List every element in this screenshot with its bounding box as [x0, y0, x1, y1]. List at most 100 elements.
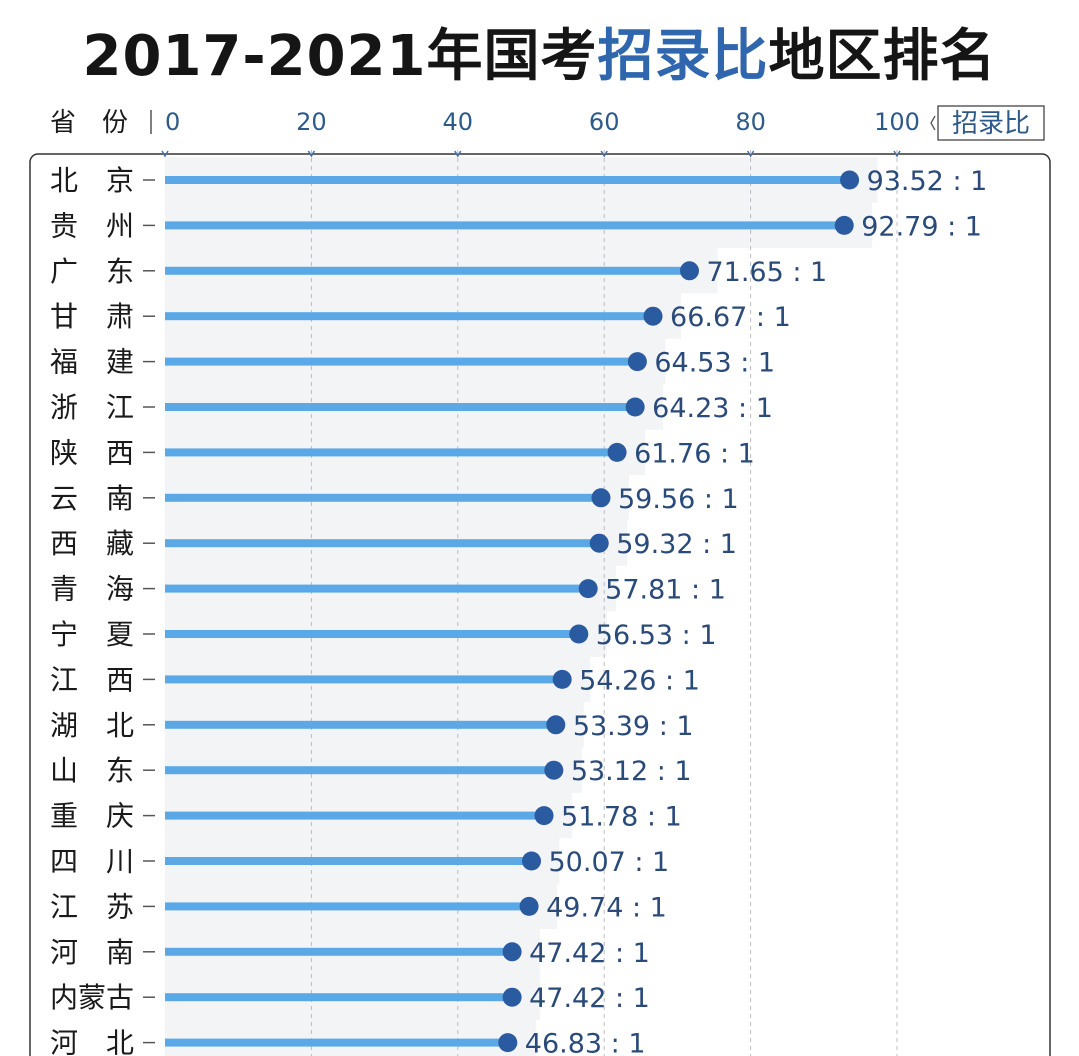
tick-mark: [893, 150, 901, 158]
chart-title: 2017-2021年国考招录比地区排名: [0, 12, 1079, 102]
bar: [165, 947, 513, 956]
title-part-2: 地区排名: [768, 24, 997, 89]
data-point: [627, 352, 647, 372]
axis-header-right: 招录比: [952, 109, 1030, 139]
data-point: [546, 715, 566, 735]
tick-mark: [600, 150, 608, 158]
bar: [165, 675, 563, 684]
data-point: [519, 896, 539, 916]
data-label: 54.26 : 1: [579, 665, 700, 696]
x-tick-label: 100: [874, 108, 920, 136]
data-point: [643, 306, 663, 326]
bar: [165, 221, 845, 230]
axis-header-right-box: [937, 105, 1045, 141]
data-point: [544, 760, 564, 780]
x-tick-label: 60: [589, 108, 620, 136]
data-point: [569, 624, 589, 644]
data-point: [834, 215, 854, 235]
data-label: 47.42 : 1: [529, 983, 650, 1014]
category-label: 广 东: [50, 255, 134, 288]
data-label: 50.07 : 1: [549, 847, 670, 878]
category-label: 四 川: [50, 845, 134, 878]
data-label: 64.23 : 1: [652, 393, 773, 424]
bar: [165, 584, 589, 593]
data-point: [552, 669, 572, 689]
tick-mark: [307, 150, 316, 158]
category-label: 河 北: [50, 1027, 134, 1056]
data-point: [502, 942, 522, 962]
data-label: 59.56 : 1: [618, 484, 739, 515]
category-label: 西 藏: [50, 527, 134, 560]
data-label: 59.32 : 1: [616, 529, 737, 560]
data-point: [679, 261, 699, 281]
category-label: 北 京: [50, 164, 134, 197]
category-label: 湖 北: [50, 709, 134, 742]
data-point: [589, 533, 609, 553]
data-label: 49.74 : 1: [546, 892, 667, 923]
data-point: [625, 397, 645, 417]
category-label: 内蒙古: [50, 981, 134, 1014]
data-label: 46.83 : 1: [525, 1029, 646, 1056]
x-tick-label: 0: [165, 108, 180, 136]
bar: [165, 630, 579, 638]
data-point: [534, 806, 554, 826]
bar: [165, 902, 530, 911]
data-point: [522, 851, 542, 871]
x-tick-label: 80: [735, 108, 766, 136]
data-label: 56.53 : 1: [596, 620, 717, 651]
data-label: 53.39 : 1: [573, 711, 694, 742]
plot-frame: [29, 153, 1051, 1056]
title-part-1: 2017-2021年国考: [82, 24, 598, 89]
bar: [165, 857, 532, 865]
bar: [165, 993, 513, 1002]
bar: [165, 1038, 508, 1047]
title-accent: 招录比: [597, 24, 769, 89]
category-label: 浙 江: [50, 391, 134, 424]
category-label: 重 庆: [50, 800, 134, 833]
x-tick-label: 40: [443, 108, 474, 136]
data-point: [840, 170, 860, 190]
category-label: 福 建: [50, 346, 134, 379]
category-label: 山 东: [50, 754, 134, 787]
category-label: 江 西: [50, 663, 134, 696]
bar: [165, 357, 638, 366]
data-label: 64.53 : 1: [654, 348, 775, 379]
category-label: 甘 肃: [50, 300, 134, 333]
data-label: 71.65 : 1: [706, 257, 827, 288]
category-label: 云 南: [50, 482, 134, 515]
bar: [165, 176, 850, 184]
data-point: [502, 987, 522, 1007]
bar: [165, 266, 690, 275]
bar: [165, 720, 556, 729]
data-point: [578, 579, 598, 599]
data-label: 51.78 : 1: [561, 802, 682, 833]
data-point: [498, 1033, 518, 1053]
bar: [165, 448, 618, 457]
header-pointer: [930, 115, 936, 131]
data-label: 66.67 : 1: [670, 302, 791, 333]
category-label: 贵 州: [50, 209, 134, 242]
data-point: [607, 442, 627, 462]
background-silhouette: [165, 157, 878, 1056]
bar: [165, 539, 600, 548]
data-label: 93.52 : 1: [867, 166, 988, 197]
data-label: 61.76 : 1: [634, 438, 755, 469]
bar: [165, 493, 601, 502]
bar: [165, 811, 545, 820]
category-label: 河 南: [50, 936, 134, 969]
category-label: 江 苏: [50, 890, 134, 923]
category-label: 青 海: [50, 573, 134, 606]
category-label: 陕 西: [50, 436, 134, 469]
bar: [165, 403, 636, 411]
data-label: 92.79 : 1: [861, 211, 982, 242]
data-point: [591, 488, 611, 508]
data-label: 53.12 : 1: [571, 756, 692, 787]
axis-header-left: 省 份: [50, 108, 128, 138]
bar: [165, 766, 554, 775]
data-label: 47.42 : 1: [529, 938, 650, 969]
tick-mark: [161, 150, 169, 158]
tick-mark: [454, 150, 462, 158]
tick-mark: [746, 150, 755, 158]
data-label: 57.81 : 1: [605, 575, 726, 606]
